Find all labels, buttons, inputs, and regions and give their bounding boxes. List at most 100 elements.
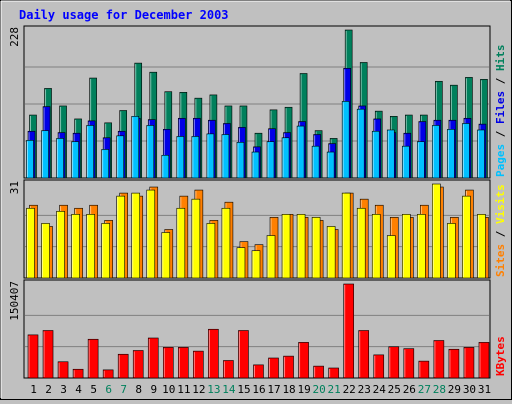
pages-bar (296, 125, 305, 179)
x-tick-label: 17 (267, 383, 280, 396)
x-tick-label: 8 (135, 383, 142, 396)
kbytes-bar (463, 347, 475, 379)
visits-bar (41, 223, 50, 279)
visits-bar (161, 232, 171, 279)
x-tick-label: 23 (358, 383, 371, 396)
visits-bar (296, 214, 306, 279)
x-tick-label: 1 (30, 383, 37, 396)
pages-bar (462, 123, 470, 179)
pages-bar (356, 108, 365, 179)
y-max-label-kbytes: 150407 (8, 281, 21, 321)
visits-bar (402, 214, 411, 279)
x-tick-label: 10 (162, 383, 175, 396)
visits-bar (236, 247, 246, 279)
x-tick-label: 9 (150, 383, 157, 396)
pages-bar (176, 136, 185, 179)
kbytes-bar (328, 367, 339, 379)
visits-bar (281, 214, 291, 279)
pages-bar (477, 129, 485, 179)
x-tick-label: 15 (237, 383, 250, 396)
pages-bar (402, 145, 410, 179)
visits-bar (131, 192, 141, 279)
visits-bar (417, 214, 426, 279)
legend-pages-files-hits: Pages / Files / Hits (494, 45, 507, 178)
kbytes-bar (27, 334, 39, 379)
kbytes-bar (132, 350, 144, 379)
visits-bar (176, 207, 186, 279)
visits-bar (56, 210, 65, 279)
kbytes-bar (72, 368, 84, 379)
visits-bar (251, 250, 261, 279)
x-tick-label: 27 (418, 383, 431, 396)
legend-kbytes: KBytes (494, 336, 507, 376)
pages-bar (417, 141, 425, 179)
visits-bar (26, 207, 35, 279)
pages-bar (191, 136, 200, 179)
pages-bar (371, 130, 380, 179)
kbytes-bar (373, 354, 385, 379)
kbytes-bar (193, 350, 204, 379)
visits-bar (206, 223, 216, 279)
visits-bar (477, 214, 486, 279)
kbytes-bar (433, 340, 445, 379)
kbytes-bar (208, 328, 219, 379)
pages-bar (266, 141, 275, 179)
visits-bar (311, 217, 321, 279)
visits-bar (86, 214, 95, 279)
pages-bar (386, 129, 395, 179)
x-tick-label: 29 (448, 383, 461, 396)
pages-bar (236, 141, 245, 179)
x-tick-label: 31 (478, 383, 491, 396)
pages-bar (251, 151, 260, 179)
visits-bar (371, 214, 381, 279)
pages-bar (26, 140, 34, 179)
visits-bar (116, 195, 125, 279)
x-tick-label: 30 (463, 383, 476, 396)
visits-bar (447, 223, 456, 279)
x-tick-label: 2 (45, 383, 52, 396)
visits-bar (432, 183, 441, 279)
pages-bar (101, 149, 109, 179)
kbytes-bar (87, 338, 99, 379)
kbytes-bar (403, 348, 415, 379)
pages-bar (221, 134, 230, 179)
kbytes-bar (57, 361, 69, 379)
pages-bar (56, 138, 64, 179)
kbytes-bar (268, 357, 279, 379)
pages-bar (206, 133, 215, 179)
x-tick-label: 13 (207, 383, 220, 396)
x-tick-label: 25 (388, 383, 401, 396)
visits-bar (356, 207, 366, 279)
kbytes-bar (178, 347, 189, 379)
visits-bar (71, 214, 80, 279)
x-tick-label: 7 (120, 383, 127, 396)
visits-bar (326, 226, 336, 279)
kbytes-bar (358, 330, 370, 379)
kbytes-bar (238, 330, 249, 379)
x-tick-label: 19 (297, 383, 310, 396)
x-tick-label: 24 (373, 383, 387, 396)
visits-bar (191, 198, 201, 279)
x-tick-label: 28 (433, 383, 446, 396)
pages-bar (86, 125, 94, 179)
y-max-label-visits-sites: 31 (8, 181, 21, 194)
x-tick-label: 5 (90, 383, 97, 396)
kbytes-bar (418, 360, 430, 379)
kbytes-bar (313, 365, 324, 379)
kbytes-bar (298, 342, 309, 379)
y-max-label-hits-files-pages: 228 (8, 27, 21, 47)
kbytes-bar (162, 347, 174, 379)
kbytes-bar (448, 348, 460, 379)
pages-bar (432, 125, 440, 179)
kbytes-bar (223, 360, 234, 379)
x-tick-label: 26 (403, 383, 416, 396)
kbytes-bar (147, 337, 159, 379)
chart-title: Daily usage for December 2003 (19, 8, 229, 22)
legend-sites-visits: Sites / Visits (494, 184, 507, 277)
x-tick-label: 22 (343, 383, 356, 396)
pages-bar (447, 129, 455, 179)
visits-bar (462, 195, 471, 279)
pages-bar (146, 125, 155, 179)
